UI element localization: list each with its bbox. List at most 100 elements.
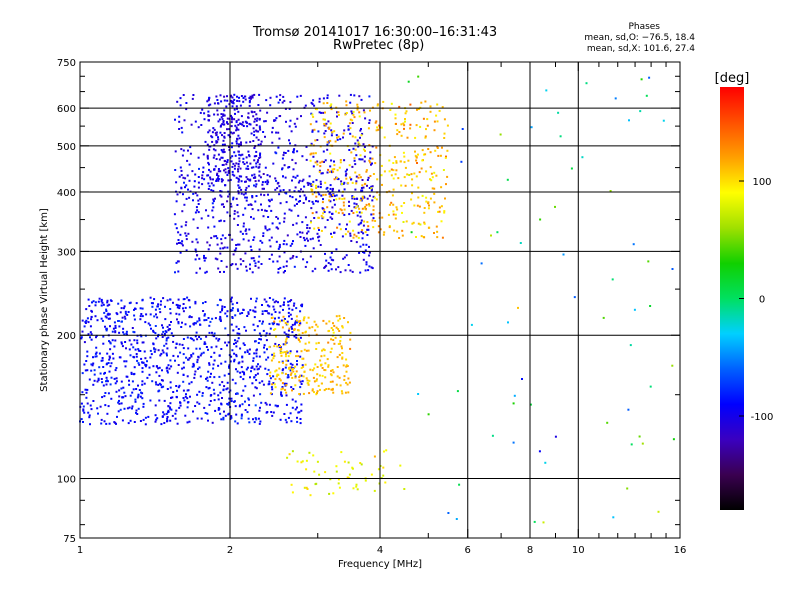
data-point: [188, 179, 191, 182]
data-point: [234, 249, 237, 252]
data-point: [123, 305, 126, 308]
data-point: [271, 383, 274, 386]
data-point: [326, 143, 329, 146]
data-point: [105, 376, 108, 379]
data-point: [225, 265, 228, 268]
data-point: [242, 389, 245, 392]
data-point: [132, 355, 135, 358]
data-point: [300, 115, 302, 118]
data-point: [328, 199, 331, 202]
data-point: [248, 404, 251, 407]
data-point: [440, 205, 443, 208]
data-point: [289, 352, 292, 355]
data-point: [234, 112, 236, 115]
data-point: [257, 179, 260, 182]
data-point: [199, 198, 202, 201]
data-point: [388, 170, 391, 173]
data-point: [186, 375, 189, 378]
data-point: [291, 450, 294, 453]
data-point: [207, 387, 210, 390]
data-point: [295, 307, 298, 310]
data-point: [211, 331, 213, 334]
data-point: [157, 335, 159, 338]
data-point: [554, 205, 556, 208]
data-point: [366, 228, 369, 231]
data-point: [165, 342, 168, 345]
data-point: [103, 311, 106, 314]
data-point: [221, 307, 224, 310]
data-point: [111, 339, 114, 342]
data-point: [306, 379, 309, 382]
data-point: [539, 218, 542, 221]
data-point: [224, 414, 227, 417]
data-point: [302, 236, 305, 239]
data-point: [336, 366, 339, 368]
data-point: [237, 168, 239, 171]
data-point: [507, 321, 509, 324]
data-point: [234, 263, 237, 266]
data-point: [222, 113, 225, 116]
data-point: [349, 347, 352, 350]
data-point: [349, 232, 352, 235]
data-point: [299, 418, 302, 420]
data-point: [238, 137, 241, 140]
data-point: [262, 173, 265, 175]
data-point: [283, 99, 286, 102]
data-point: [169, 402, 172, 405]
data-point: [278, 115, 281, 118]
data-point: [222, 120, 225, 122]
data-point: [256, 117, 259, 120]
data-point: [331, 380, 334, 383]
data-point: [209, 176, 212, 179]
data-point: [326, 97, 329, 99]
data-point: [238, 157, 241, 160]
data-point: [332, 259, 335, 262]
data-point: [288, 139, 290, 142]
data-point: [240, 180, 243, 183]
data-point: [266, 229, 269, 232]
data-point: [407, 80, 410, 83]
data-point: [117, 320, 120, 322]
data-point: [375, 120, 378, 123]
data-point: [318, 235, 321, 238]
data-point: [413, 172, 416, 175]
data-point: [230, 99, 233, 102]
data-point: [330, 108, 333, 111]
data-point: [223, 136, 226, 139]
data-point: [293, 265, 296, 268]
data-point: [159, 383, 162, 386]
data-point: [353, 233, 356, 236]
data-point: [274, 404, 277, 407]
data-point: [296, 117, 299, 120]
data-point: [270, 253, 273, 256]
data-point: [230, 160, 233, 163]
data-point: [361, 229, 364, 232]
data-point: [313, 380, 316, 383]
data-point: [433, 187, 436, 190]
data-point: [281, 157, 284, 160]
data-point: [189, 152, 192, 155]
data-point: [255, 113, 258, 116]
data-point: [100, 317, 103, 320]
data-point: [325, 322, 328, 325]
data-point: [184, 186, 186, 189]
data-point: [217, 179, 220, 182]
data-point: [332, 371, 335, 374]
data-point: [168, 328, 171, 330]
data-point: [210, 346, 213, 349]
data-point: [214, 149, 217, 152]
data-point: [329, 187, 332, 190]
data-point: [326, 102, 329, 104]
data-point: [181, 240, 184, 243]
data-point: [93, 369, 96, 372]
data-point: [312, 202, 315, 205]
data-point: [127, 311, 130, 313]
data-point: [288, 107, 291, 110]
data-point: [335, 210, 337, 213]
data-point: [200, 124, 203, 126]
data-point: [239, 347, 242, 350]
data-point: [187, 358, 190, 361]
data-point: [606, 421, 609, 424]
data-point: [228, 146, 230, 148]
data-point: [125, 360, 128, 363]
